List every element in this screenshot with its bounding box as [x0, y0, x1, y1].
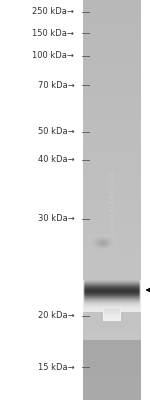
Text: 70 kDa→: 70 kDa→ [38, 81, 74, 90]
Text: 30 kDa→: 30 kDa→ [38, 214, 74, 223]
Text: 15 kDa→: 15 kDa→ [38, 363, 74, 372]
Text: 20 kDa→: 20 kDa→ [38, 312, 74, 320]
Text: 150 kDa→: 150 kDa→ [32, 29, 74, 38]
Text: 250 kDa→: 250 kDa→ [32, 8, 74, 16]
Text: 100 kDa→: 100 kDa→ [32, 52, 74, 60]
Text: www.PLAB3.COM: www.PLAB3.COM [109, 170, 115, 230]
Text: 50 kDa→: 50 kDa→ [38, 128, 74, 136]
Text: 40 kDa→: 40 kDa→ [38, 156, 74, 164]
